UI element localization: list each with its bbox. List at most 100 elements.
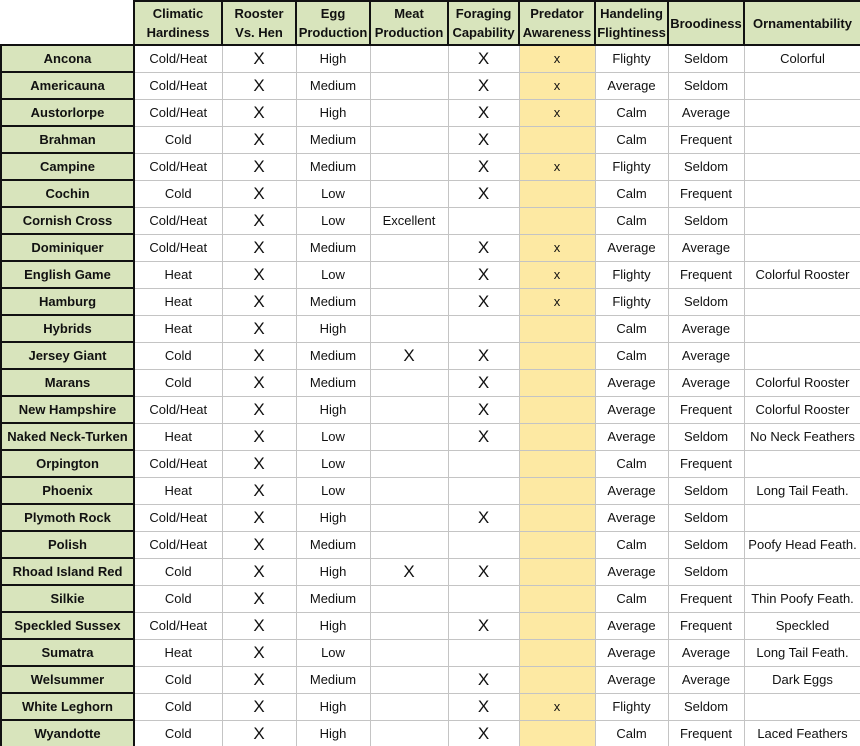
cell: X <box>447 503 520 532</box>
cell: X <box>221 557 297 586</box>
cell <box>518 422 596 451</box>
breed-row: Jersey Giant Cold X Medium X X Calm Average <box>0 341 860 370</box>
cell: x <box>518 44 596 73</box>
cell <box>518 719 596 746</box>
cell: x <box>518 233 596 262</box>
cell: Flighty <box>594 260 669 289</box>
cell: Average <box>667 341 745 370</box>
cell: Cold <box>133 719 223 746</box>
header-row: Climatic Hardiness Rooster Vs. Hen Egg Pro… <box>1 0 860 46</box>
cell <box>518 125 596 154</box>
cell <box>518 314 596 343</box>
cell: X <box>447 395 520 424</box>
cell: High <box>295 557 371 586</box>
cell: X <box>221 449 297 478</box>
cell: Cold/Heat <box>133 44 223 73</box>
cell: X <box>447 611 520 640</box>
cell: Heat <box>133 314 223 343</box>
cell: Speckled <box>743 611 860 640</box>
cell <box>369 719 449 746</box>
breed-name: Americauna <box>0 71 135 100</box>
cell <box>518 341 596 370</box>
breed-row: Sumatra Heat X Low Average Average Long Tail F… <box>0 638 860 667</box>
cell: Frequent <box>667 395 745 424</box>
cell <box>743 152 860 181</box>
cell <box>743 233 860 262</box>
cell: Average <box>594 422 669 451</box>
cell: X <box>221 476 297 505</box>
cell <box>369 665 449 694</box>
cell <box>743 287 860 316</box>
cell: Cold <box>133 125 223 154</box>
cell: Seldom <box>667 503 745 532</box>
cell <box>518 611 596 640</box>
cell: Average <box>594 665 669 694</box>
cell: X <box>221 638 297 667</box>
cell: Seldom <box>667 152 745 181</box>
cell: Poofy Head Feath. <box>743 530 860 559</box>
cell: Seldom <box>667 206 745 235</box>
cell: X <box>221 179 297 208</box>
cell: Dark Eggs <box>743 665 860 694</box>
cell: X <box>221 152 297 181</box>
cell: Cold <box>133 179 223 208</box>
cell: Cold <box>133 368 223 397</box>
cell: High <box>295 503 371 532</box>
cell: Average <box>667 638 745 667</box>
breed-name: Austorlorpe <box>0 98 135 127</box>
cell <box>447 584 520 613</box>
cell: X <box>221 125 297 154</box>
cell <box>369 125 449 154</box>
cell: X <box>369 341 449 370</box>
cell: Cold/Heat <box>133 152 223 181</box>
cell <box>369 530 449 559</box>
cell: Long Tail Feath. <box>743 638 860 667</box>
cell: Medium <box>295 287 371 316</box>
breed-name: Dominiquer <box>0 233 135 262</box>
cell: X <box>221 719 297 746</box>
cell: Colorful Rooster <box>743 260 860 289</box>
column-header: Predator Awareness <box>518 0 596 46</box>
cell: High <box>295 611 371 640</box>
cell <box>518 638 596 667</box>
cell: Cold/Heat <box>133 611 223 640</box>
cell: Medium <box>295 584 371 613</box>
cell: X <box>221 611 297 640</box>
cell: Average <box>594 368 669 397</box>
cell: Cold/Heat <box>133 206 223 235</box>
cell: Calm <box>594 530 669 559</box>
cell: X <box>447 557 520 586</box>
cell: X <box>221 287 297 316</box>
cell <box>447 206 520 235</box>
cell: Low <box>295 638 371 667</box>
cell: X <box>447 341 520 370</box>
cell: High <box>295 314 371 343</box>
cell: Thin Poofy Feath. <box>743 584 860 613</box>
cell: Seldom <box>667 476 745 505</box>
breed-row: New Hampshire Cold/Heat X High X Average Frequ… <box>0 395 860 424</box>
cell: Cold/Heat <box>133 530 223 559</box>
cell <box>447 476 520 505</box>
cell: Cold/Heat <box>133 395 223 424</box>
cell <box>743 449 860 478</box>
cell: Laced Feathers <box>743 719 860 746</box>
cell <box>743 692 860 721</box>
cell: Cold <box>133 692 223 721</box>
breed-name: Jersey Giant <box>0 341 135 370</box>
cell: X <box>447 287 520 316</box>
cell <box>447 530 520 559</box>
cell: X <box>221 233 297 262</box>
breed-name: Wyandotte <box>0 719 135 746</box>
breed-name: Hybrids <box>0 314 135 343</box>
cell: x <box>518 71 596 100</box>
breed-row: Brahman Cold X Medium X Calm Frequent <box>0 125 860 154</box>
cell: Average <box>667 368 745 397</box>
cell: Medium <box>295 368 371 397</box>
cell: X <box>221 206 297 235</box>
breed-name: Campine <box>0 152 135 181</box>
cell: High <box>295 44 371 73</box>
cell: Medium <box>295 233 371 262</box>
cell: Medium <box>295 152 371 181</box>
